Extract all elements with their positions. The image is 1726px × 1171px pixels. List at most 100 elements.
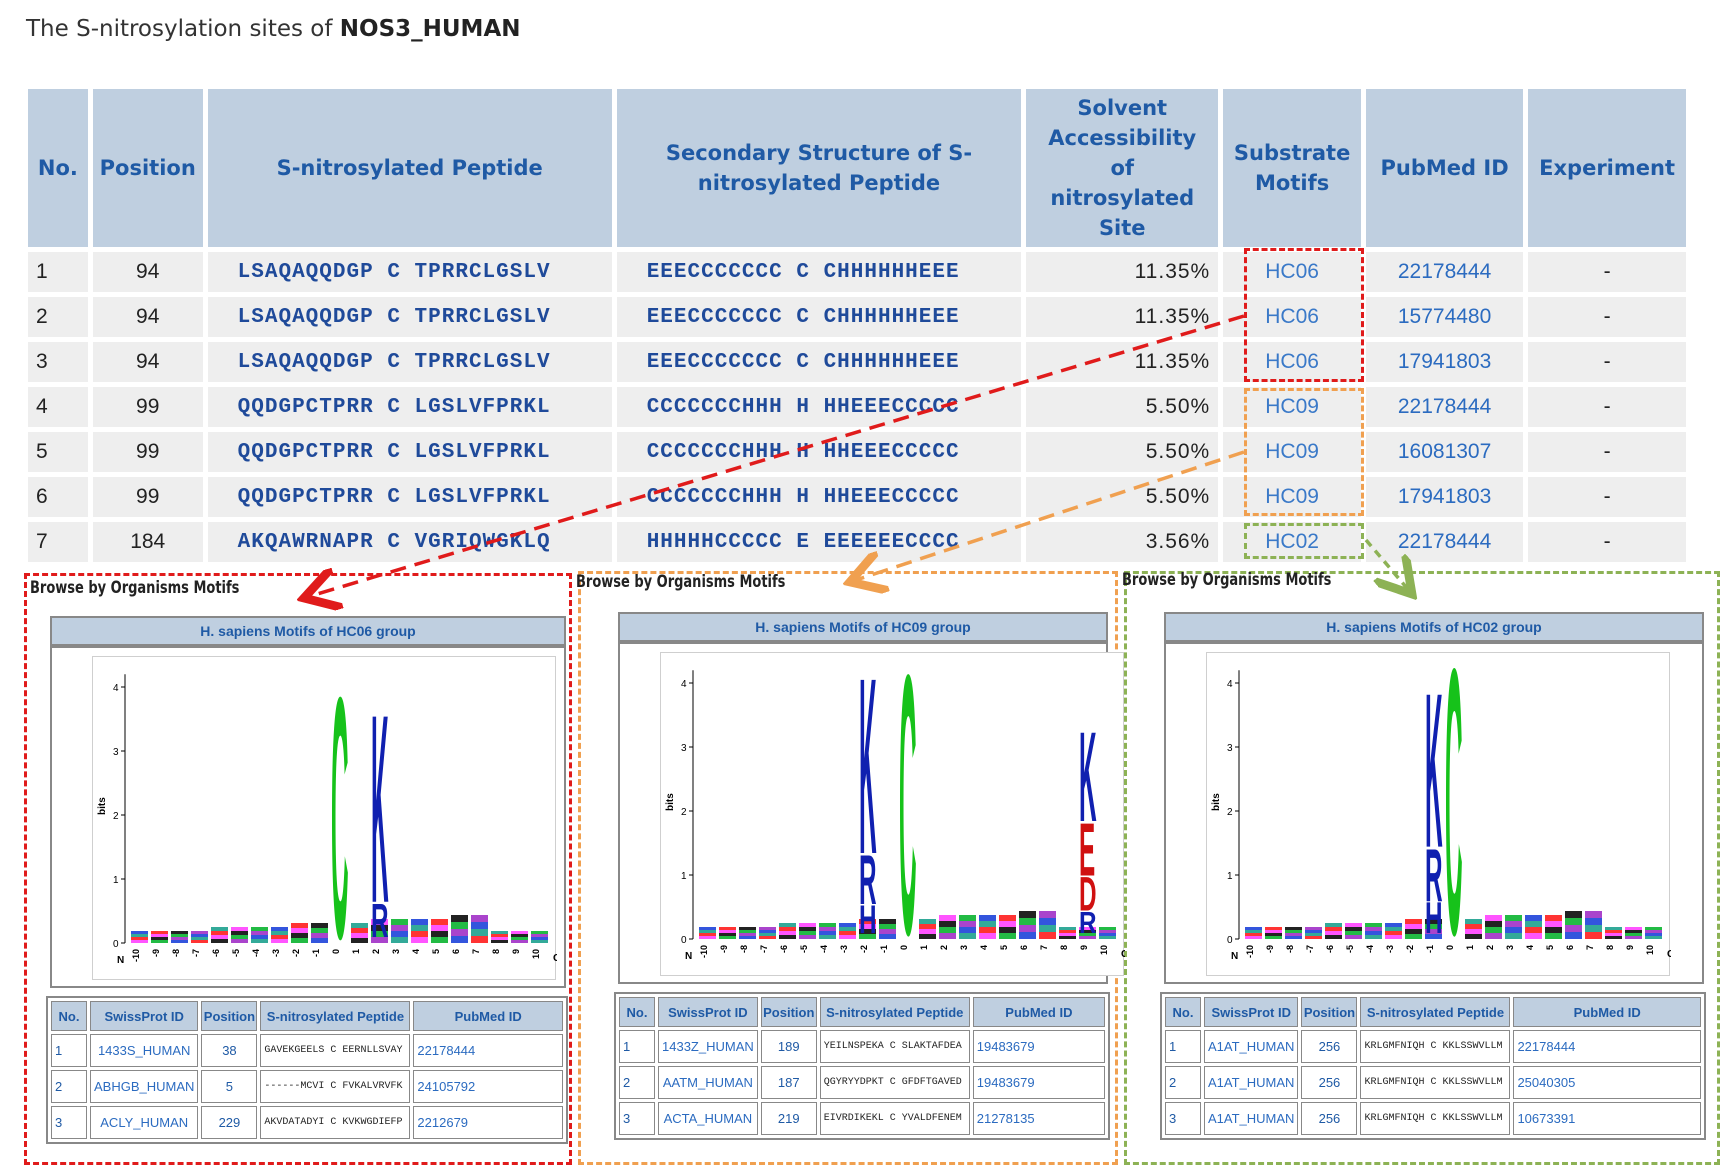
logo-background-residue — [719, 933, 736, 936]
logo-background-residue — [1345, 927, 1362, 931]
sub-col-header[interactable]: PubMed ID — [972, 997, 1105, 1027]
sub-col-header[interactable]: SwissProt ID — [90, 1001, 199, 1031]
sub-col-header[interactable]: Position — [201, 1001, 258, 1031]
col-header-no[interactable]: No. — [28, 89, 88, 247]
logo-background-residue — [1385, 927, 1402, 931]
logo-background-residue — [1405, 924, 1422, 929]
col-header-pubmed[interactable]: PubMed ID — [1366, 89, 1524, 247]
logo-background-residue — [1405, 929, 1422, 934]
sub-cell-position: 38 — [201, 1034, 258, 1067]
sub-col-header[interactable]: S-nitrosylated Peptide — [819, 997, 970, 1027]
sub-col-header[interactable]: No. — [51, 1001, 87, 1031]
pubmed-link[interactable]: 16081307 — [1366, 432, 1524, 472]
logo-background-residue — [779, 927, 796, 931]
pubmed-link[interactable]: 22178444 — [1366, 252, 1524, 292]
col-header-substrate-motifs[interactable]: Substrate Motifs — [1223, 89, 1361, 247]
sub-table-row: 1 1433S_HUMAN 38 GAVEKGEELS C EERNLLSVAY 221… — [51, 1034, 563, 1067]
sub-pubmed-link[interactable]: 19483679 — [972, 1066, 1105, 1099]
x-tick-label: 0 — [331, 949, 341, 954]
logo-background-residue — [371, 937, 388, 943]
logo-background-residue — [1285, 936, 1302, 939]
sub-col-header[interactable]: Position — [1301, 997, 1358, 1027]
ss-center: E — [796, 530, 810, 554]
cell-peptide: QQDGPCTPRR C LGSLVFPRKL — [207, 432, 612, 472]
logo-background-residue — [1305, 933, 1322, 936]
sub-cell-peptide: KRLGMFNIQH C KKLSSWVLLM — [1360, 1030, 1511, 1063]
x-tick-label: 10 — [531, 949, 541, 959]
sub-pubmed-link[interactable]: 21278135 — [972, 1102, 1105, 1135]
logo-background-residue — [191, 937, 208, 940]
logo-background-residue — [779, 931, 796, 935]
sub-col-header[interactable]: No. — [619, 997, 655, 1027]
sub-pubmed-link[interactable]: 22178444 — [1513, 1030, 1701, 1063]
sub-col-header[interactable]: PubMed ID — [413, 1001, 563, 1031]
logo-background-residue — [1325, 931, 1342, 935]
logo-background-residue — [1099, 936, 1116, 939]
swissprot-link[interactable]: A1AT_HUMAN — [1204, 1066, 1299, 1099]
logo-background-residue — [1019, 911, 1036, 918]
logo-background-residue — [1039, 932, 1056, 939]
col-header-position[interactable]: Position — [92, 89, 203, 247]
cell-secondary-structure: EEECCCCCCC C CHHHHHHEEE — [616, 297, 1022, 337]
sub-pubmed-link[interactable]: 19483679 — [972, 1030, 1105, 1063]
logo-background-residue — [979, 915, 996, 921]
swissprot-link[interactable]: ACLY_HUMAN — [90, 1106, 199, 1139]
swissprot-link[interactable]: AATM_HUMAN — [658, 1066, 758, 1099]
sub-col-header[interactable]: S-nitrosylated Peptide — [1360, 997, 1511, 1027]
logo-background-residue — [411, 925, 428, 931]
logo-background-residue — [759, 930, 776, 933]
logo-background-residue — [919, 919, 936, 924]
pubmed-link[interactable]: 17941803 — [1366, 342, 1524, 382]
swissprot-link[interactable]: 1433S_HUMAN — [90, 1034, 199, 1067]
pubmed-link[interactable]: 17941803 — [1366, 477, 1524, 517]
x-tick-label: 6 — [1565, 945, 1575, 950]
swissprot-link[interactable]: ABHGB_HUMAN — [90, 1070, 199, 1103]
sub-pubmed-link[interactable]: 24105792 — [413, 1070, 563, 1103]
pubmed-link[interactable]: 15774480 — [1366, 297, 1524, 337]
logo-background-residue — [799, 927, 816, 931]
sub-cell-peptide: ------MCVI C FVKALVRVFK — [260, 1070, 411, 1103]
logo-background-residue — [191, 931, 208, 934]
swissprot-link[interactable]: ACTA_HUMAN — [658, 1102, 758, 1135]
peptide-right: LGSLVFPRKL — [414, 485, 551, 509]
logo-background-residue — [471, 915, 488, 922]
ss-left: HHHHHCCCCC — [646, 530, 783, 554]
x-tick-label: 1 — [919, 945, 929, 950]
logo-background-residue — [1625, 933, 1642, 936]
sub-pubmed-link[interactable]: 10673391 — [1513, 1102, 1701, 1135]
x-tick-label: -10 — [1245, 945, 1255, 958]
logo-background-residue — [1405, 934, 1422, 939]
logo-background-residue — [879, 934, 896, 939]
sub-col-header[interactable]: SwissProt ID — [1204, 997, 1299, 1027]
x-tick-label: 3 — [959, 945, 969, 950]
sub-pubmed-link[interactable]: 2212679 — [413, 1106, 563, 1139]
col-header-solvent-accessibility[interactable]: Solvent Accessibility of nitrosylated Si… — [1026, 89, 1219, 247]
logo-background-residue — [131, 937, 148, 940]
logo-background-residue — [1245, 927, 1262, 930]
sub-col-header[interactable]: Position — [760, 997, 817, 1027]
sub-col-header[interactable]: SwissProt ID — [658, 997, 758, 1027]
sub-col-header[interactable]: S-nitrosylated Peptide — [260, 1001, 411, 1031]
sub-pubmed-link[interactable]: 25040305 — [1513, 1066, 1701, 1099]
c-terminus-label: C — [553, 953, 557, 964]
pubmed-link[interactable]: 22178444 — [1366, 387, 1524, 427]
swissprot-link[interactable]: A1AT_HUMAN — [1204, 1030, 1299, 1063]
col-header-experiment[interactable]: Experiment — [1528, 89, 1686, 247]
x-tick-label: -6 — [1325, 945, 1335, 953]
logo-background-residue — [511, 934, 528, 937]
x-tick-label: 5 — [999, 945, 1009, 950]
swissprot-link[interactable]: A1AT_HUMAN — [1204, 1102, 1299, 1135]
logo-background-residue — [819, 935, 836, 939]
logo-background-residue — [959, 921, 976, 927]
x-tick-label: -4 — [819, 945, 829, 953]
sub-col-header[interactable]: No. — [1165, 997, 1201, 1027]
logo-background-residue — [1345, 923, 1362, 927]
cell-experiment: - — [1528, 522, 1686, 562]
logo-background-residue — [839, 923, 856, 927]
col-header-peptide[interactable]: S-nitrosylated Peptide — [207, 89, 612, 247]
logo-background-residue — [1325, 923, 1342, 927]
swissprot-link[interactable]: 1433Z_HUMAN — [658, 1030, 758, 1063]
sub-pubmed-link[interactable]: 22178444 — [413, 1034, 563, 1067]
sub-col-header[interactable]: PubMed ID — [1513, 997, 1701, 1027]
col-header-secondary-structure[interactable]: Secondary Structure of S-nitrosylated Pe… — [616, 89, 1022, 247]
